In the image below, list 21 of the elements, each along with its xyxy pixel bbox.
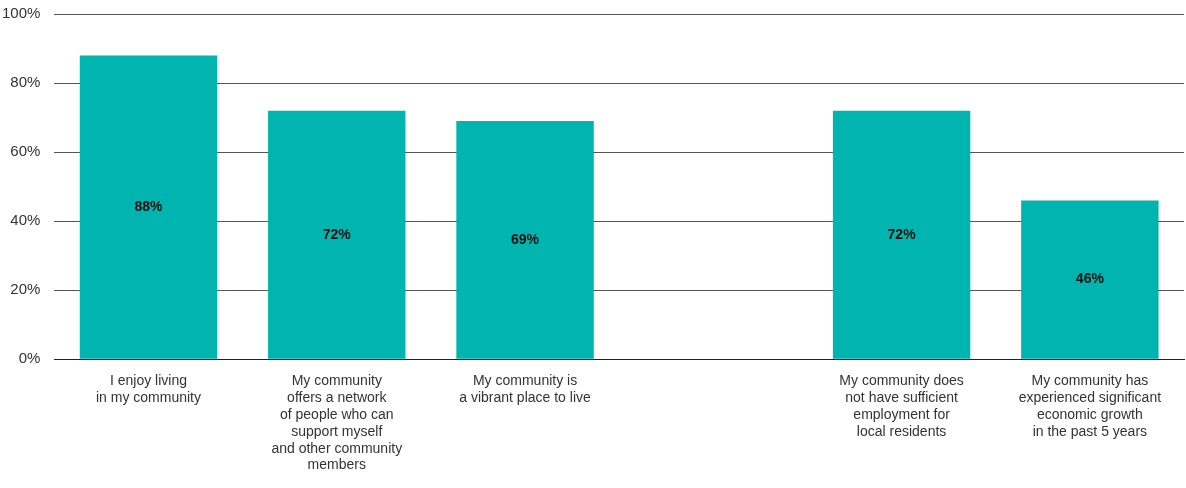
x-tick-label: My community offers a network of people who can support myself and other community members — [271, 372, 403, 473]
bar — [456, 121, 594, 359]
y-tick-label: 20% — [10, 280, 41, 298]
data-label: 46% — [1075, 270, 1105, 287]
y-tick-label: 100% — [1, 4, 41, 22]
x-tick-label: I enjoy living in my community — [95, 372, 202, 406]
x-tick-label: My community does not have sufficient employment for local residents — [839, 372, 964, 439]
bar — [79, 55, 218, 359]
bar — [832, 110, 971, 359]
data-label: 69% — [511, 230, 540, 247]
x-tick-label: My community has experienced significant economic growth in the past 5 years — [1018, 372, 1162, 439]
y-tick-label: 40% — [10, 211, 41, 229]
data-label: 72% — [887, 225, 917, 242]
data-label: 72% — [322, 225, 352, 242]
y-tick-label: 60% — [10, 142, 41, 160]
bar — [1021, 200, 1159, 359]
y-tick-label: 80% — [10, 73, 41, 91]
x-tick-label: My community is a vibrant place to live — [459, 372, 592, 406]
bar — [268, 110, 406, 359]
data-label: 88% — [134, 197, 164, 214]
y-tick-label: 0% — [18, 349, 41, 367]
